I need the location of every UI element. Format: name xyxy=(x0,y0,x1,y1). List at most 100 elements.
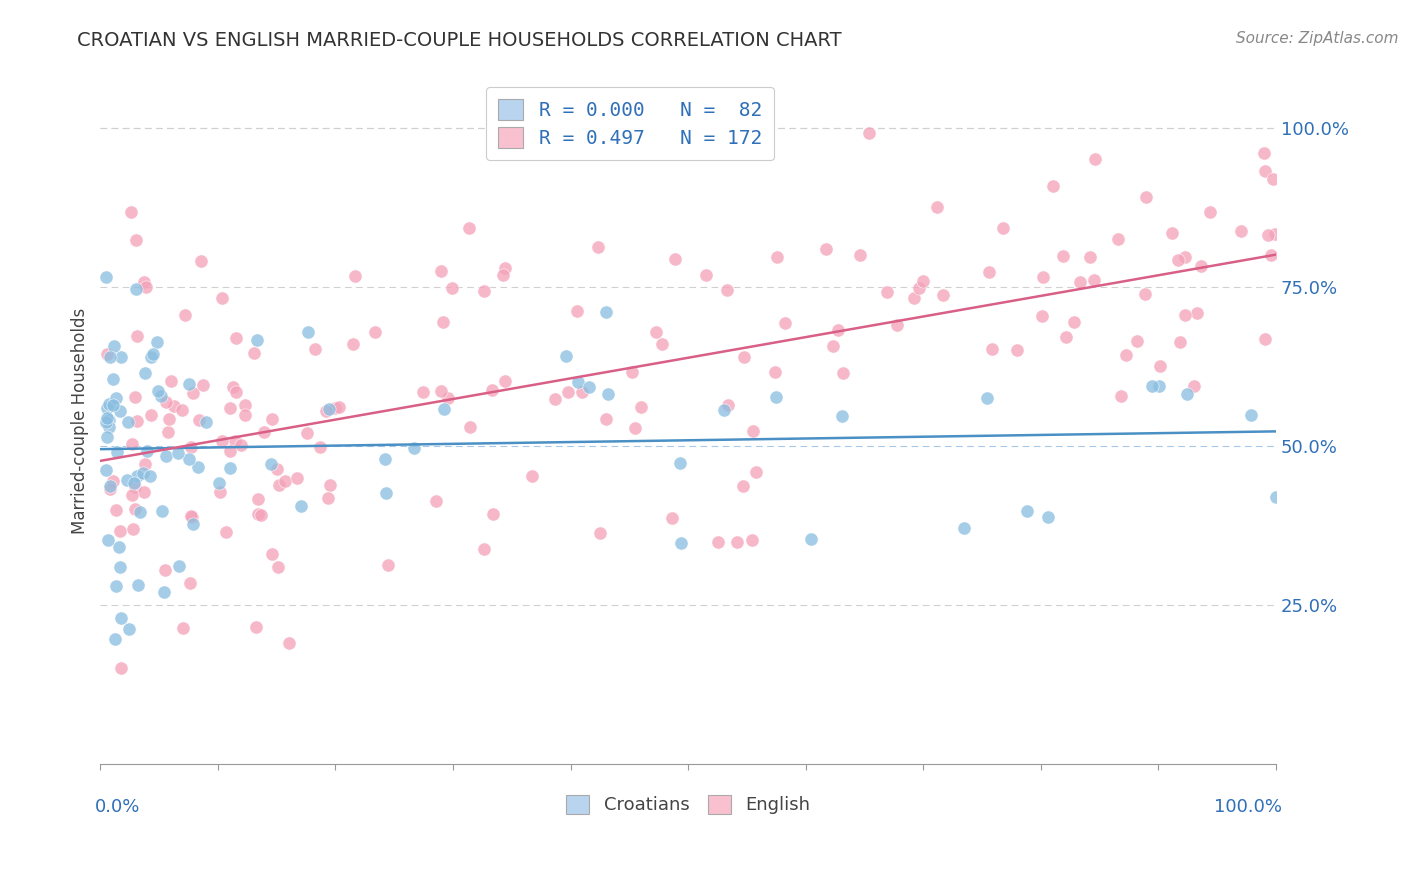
Point xyxy=(716,284,738,298)
Point xyxy=(124,391,146,405)
Point xyxy=(208,475,231,490)
Point xyxy=(309,440,332,454)
Point xyxy=(96,463,118,477)
Point xyxy=(1015,504,1038,518)
Point xyxy=(98,419,121,434)
Point xyxy=(285,470,308,484)
Point xyxy=(149,389,172,403)
Point xyxy=(773,316,796,330)
Point xyxy=(181,385,204,400)
Point xyxy=(1149,359,1171,373)
Point xyxy=(664,252,686,266)
Point xyxy=(1230,223,1253,237)
Point xyxy=(160,374,183,388)
Point xyxy=(1135,189,1157,203)
Point xyxy=(155,449,177,463)
Point xyxy=(262,412,284,426)
Point xyxy=(1253,145,1275,160)
Point xyxy=(139,408,162,422)
Point xyxy=(908,280,931,294)
Point xyxy=(233,408,256,422)
Point xyxy=(316,491,339,505)
Point xyxy=(1264,490,1286,504)
Point xyxy=(105,391,128,405)
Point xyxy=(481,383,503,397)
Point xyxy=(319,478,342,492)
Point xyxy=(976,392,998,406)
Point xyxy=(695,268,717,282)
Point xyxy=(1198,204,1220,219)
Point xyxy=(124,480,146,494)
Point xyxy=(1147,378,1170,392)
Point xyxy=(96,533,118,547)
Point xyxy=(139,469,162,483)
Point xyxy=(122,475,145,490)
Point xyxy=(266,462,288,476)
Point xyxy=(742,424,765,438)
Point xyxy=(124,501,146,516)
Point xyxy=(211,434,233,448)
Point xyxy=(1032,269,1054,284)
Point xyxy=(814,243,837,257)
Point xyxy=(104,632,127,647)
Point xyxy=(117,473,139,487)
Point xyxy=(108,559,131,574)
Point xyxy=(170,403,193,417)
Point xyxy=(253,425,276,440)
Point xyxy=(733,479,755,493)
Point xyxy=(134,366,156,380)
Point xyxy=(494,261,516,276)
Point xyxy=(96,410,118,425)
Point xyxy=(174,308,197,322)
Text: CROATIAN VS ENGLISH MARRIED-COUPLE HOUSEHOLDS CORRELATION CHART: CROATIAN VS ENGLISH MARRIED-COUPLE HOUSE… xyxy=(77,31,842,50)
Point xyxy=(127,578,149,592)
Text: 0.0%: 0.0% xyxy=(94,797,139,816)
Point xyxy=(1254,332,1277,346)
Point xyxy=(110,661,132,675)
Point xyxy=(181,517,204,532)
Point xyxy=(544,392,567,406)
Point xyxy=(1054,330,1077,344)
Point xyxy=(481,507,503,521)
Point xyxy=(148,384,170,399)
Point xyxy=(246,334,269,348)
Point xyxy=(150,504,173,518)
Point xyxy=(374,485,396,500)
Point xyxy=(1084,152,1107,166)
Point xyxy=(211,291,233,305)
Point xyxy=(595,411,617,425)
Point xyxy=(135,443,157,458)
Point xyxy=(153,563,176,577)
Point xyxy=(218,401,240,416)
Point xyxy=(1115,348,1137,362)
Point xyxy=(318,401,340,416)
Point xyxy=(142,347,165,361)
Point xyxy=(437,391,460,405)
Point xyxy=(492,268,515,282)
Point xyxy=(191,378,214,392)
Point xyxy=(180,440,202,454)
Point xyxy=(127,329,149,343)
Point xyxy=(991,221,1014,235)
Point xyxy=(233,398,256,412)
Point xyxy=(1240,408,1263,422)
Point xyxy=(110,611,132,625)
Point xyxy=(215,524,238,539)
Point xyxy=(823,339,845,353)
Point xyxy=(876,285,898,299)
Point xyxy=(430,384,453,398)
Point xyxy=(1182,379,1205,393)
Point xyxy=(328,400,350,414)
Point xyxy=(706,535,728,549)
Point xyxy=(152,585,174,599)
Point xyxy=(145,334,167,349)
Point xyxy=(1174,250,1197,264)
Point xyxy=(765,390,787,404)
Point xyxy=(377,558,399,573)
Point xyxy=(134,457,156,471)
Point xyxy=(589,526,612,541)
Point xyxy=(304,343,326,357)
Point xyxy=(1031,310,1053,324)
Point xyxy=(98,351,121,365)
Point xyxy=(741,533,763,547)
